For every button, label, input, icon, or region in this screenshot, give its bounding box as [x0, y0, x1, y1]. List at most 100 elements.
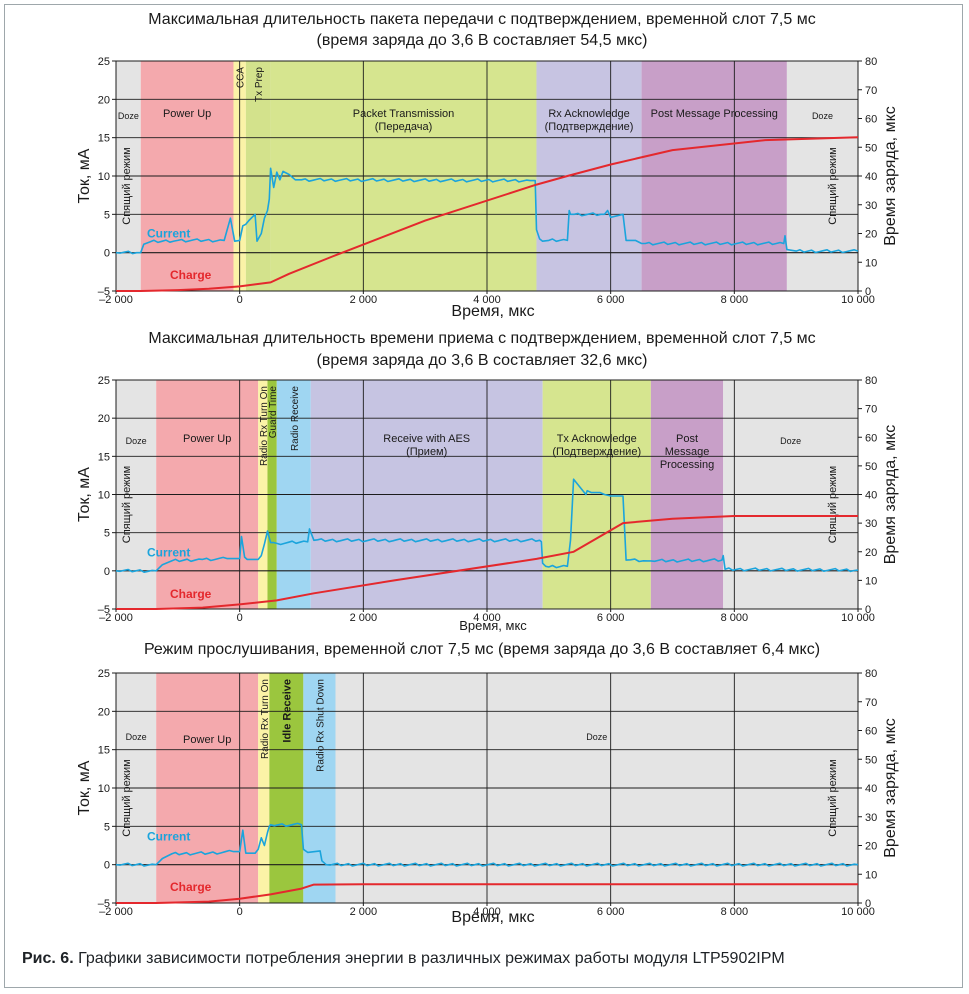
phase-label: Power Up [183, 433, 231, 445]
x-tick-label: –2 000 [99, 612, 133, 624]
doze-label-left: Спящий режим [121, 466, 133, 543]
x-tick-label: 2 000 [350, 906, 378, 918]
y-right-tick-label: 20 [865, 841, 877, 853]
y-right-tick-label: 80 [865, 668, 877, 680]
doze-label-left: Спящий режим [121, 759, 133, 836]
series-charge-line [116, 883, 858, 904]
y-right-tick-label: 0 [865, 604, 871, 616]
series-current-line [115, 478, 859, 574]
phase-label: CCA [236, 67, 247, 88]
chart-title: Режим прослушивания, временной слот 7,5 … [144, 641, 820, 658]
chart-subtitle: (время заряда до 3,6 В составляет 54,5 м… [316, 32, 647, 49]
series-charge-label: Charge [170, 268, 212, 282]
phase-label: Radio Rx Turn On [259, 386, 270, 466]
x-tick-label: 0 [237, 612, 243, 624]
phase-label: Doze [586, 732, 607, 742]
y-tick-label: 20 [98, 94, 110, 106]
series-charge-line [116, 136, 859, 292]
x-tick-label: 6 000 [597, 906, 625, 918]
y-tick-label: 25 [98, 375, 110, 387]
x-tick-label: 10 000 [841, 906, 875, 918]
x-tick-label: 2 000 [350, 612, 378, 624]
x-tick-label: 6 000 [597, 294, 625, 306]
phase-label-3: Processing [660, 459, 714, 471]
x-tick-label: –2 000 [99, 294, 133, 306]
y-right-tick-label: 40 [865, 171, 877, 183]
series-current-line [115, 167, 859, 255]
y-right-tick-label: 0 [865, 898, 871, 910]
phase-label-2: (Подтверждение) [545, 121, 634, 133]
x-tick-label: 10 000 [841, 294, 875, 306]
series-current-label: Current [147, 545, 190, 559]
chart-3: Режим прослушивания, временной слот 7,5 … [76, 641, 899, 926]
x-tick-label: 6 000 [597, 612, 625, 624]
y-right-axis-title: Время заряда, мкс [882, 106, 899, 246]
y-right-tick-label: 20 [865, 547, 877, 559]
series-charge-label: Charge [170, 587, 212, 601]
y-right-tick-label: 30 [865, 200, 877, 212]
y-tick-label: 5 [104, 528, 110, 540]
y-tick-label: 15 [98, 451, 110, 463]
y-right-tick-label: 80 [865, 56, 877, 68]
phase-label: Radio Rx Shut Down [315, 679, 326, 772]
chart-title: Максимальная длительность пакета передач… [148, 11, 815, 28]
series-current-label: Current [147, 829, 190, 843]
x-tick-label: –2 000 [99, 906, 133, 918]
phase-label: Post Message Processing [651, 108, 778, 120]
y-tick-label: 15 [98, 745, 110, 757]
phase-label: Doze [126, 732, 147, 742]
series-current-line [115, 822, 859, 867]
x-tick-label: 0 [237, 906, 243, 918]
phase-label: Idle Receive [281, 679, 293, 743]
phase-label: Doze [780, 436, 801, 446]
x-axis-title: Время, мкс [459, 618, 527, 633]
x-tick-label: 10 000 [841, 612, 875, 624]
chart-2: Максимальная длительность времени приема… [76, 330, 899, 633]
y-right-tick-label: 60 [865, 726, 877, 738]
phase-label: Power Up [163, 108, 211, 120]
y-right-tick-label: 30 [865, 812, 877, 824]
y-right-tick-label: 60 [865, 114, 877, 126]
y-tick-label: 25 [98, 668, 110, 680]
y-tick-label: 10 [98, 783, 110, 795]
series-current-label: Current [147, 226, 190, 240]
y-tick-label: 5 [104, 209, 110, 221]
x-axis-title: Время, мкс [451, 909, 534, 926]
phase-label: Radio Rx Turn On [260, 679, 271, 759]
phase-label-2: (Подтверждение) [552, 446, 641, 458]
y-right-tick-label: 70 [865, 85, 877, 97]
y-right-axis-title: Время заряда, мкс [882, 718, 899, 858]
y-right-tick-label: 30 [865, 518, 877, 530]
y-tick-label: 20 [98, 706, 110, 718]
phase-label: Packet Transmission [353, 108, 454, 120]
chart-1: Максимальная длительность пакета передач… [76, 11, 899, 320]
y-axis-title: Ток, мА [76, 148, 93, 203]
chart-title: Максимальная длительность времени приема… [148, 330, 815, 347]
phase-label: Tx Acknowledge [557, 433, 637, 445]
phase-label: Radio Receive [290, 386, 301, 451]
x-tick-label: 2 000 [350, 294, 378, 306]
y-right-tick-label: 10 [865, 257, 877, 269]
phase-label: Guard Time [268, 386, 279, 439]
phase-label: Power Up [183, 734, 231, 746]
phase-label-2: Message [665, 446, 710, 458]
y-right-axis-title: Время заряда, мкс [882, 425, 899, 565]
y-tick-label: 0 [104, 248, 110, 260]
series-charge-label: Charge [170, 880, 212, 894]
x-axis-title: Время, мкс [451, 303, 534, 320]
y-axis-title: Ток, мА [76, 467, 93, 522]
y-tick-label: 0 [104, 566, 110, 578]
y-tick-label: –5 [98, 286, 110, 298]
x-tick-label: 0 [237, 294, 243, 306]
x-tick-label: 4 000 [473, 612, 501, 624]
doze-label-right: Спящий режим [827, 147, 839, 224]
y-right-tick-label: 50 [865, 461, 877, 473]
y-right-tick-label: 20 [865, 229, 877, 241]
y-right-tick-label: 70 [865, 404, 877, 416]
chart-subtitle: (время заряда до 3,6 В составляет 32,6 м… [316, 352, 647, 369]
y-tick-label: 0 [104, 860, 110, 872]
y-tick-label: –5 [98, 604, 110, 616]
phase-label-2: (Передача) [375, 121, 433, 133]
